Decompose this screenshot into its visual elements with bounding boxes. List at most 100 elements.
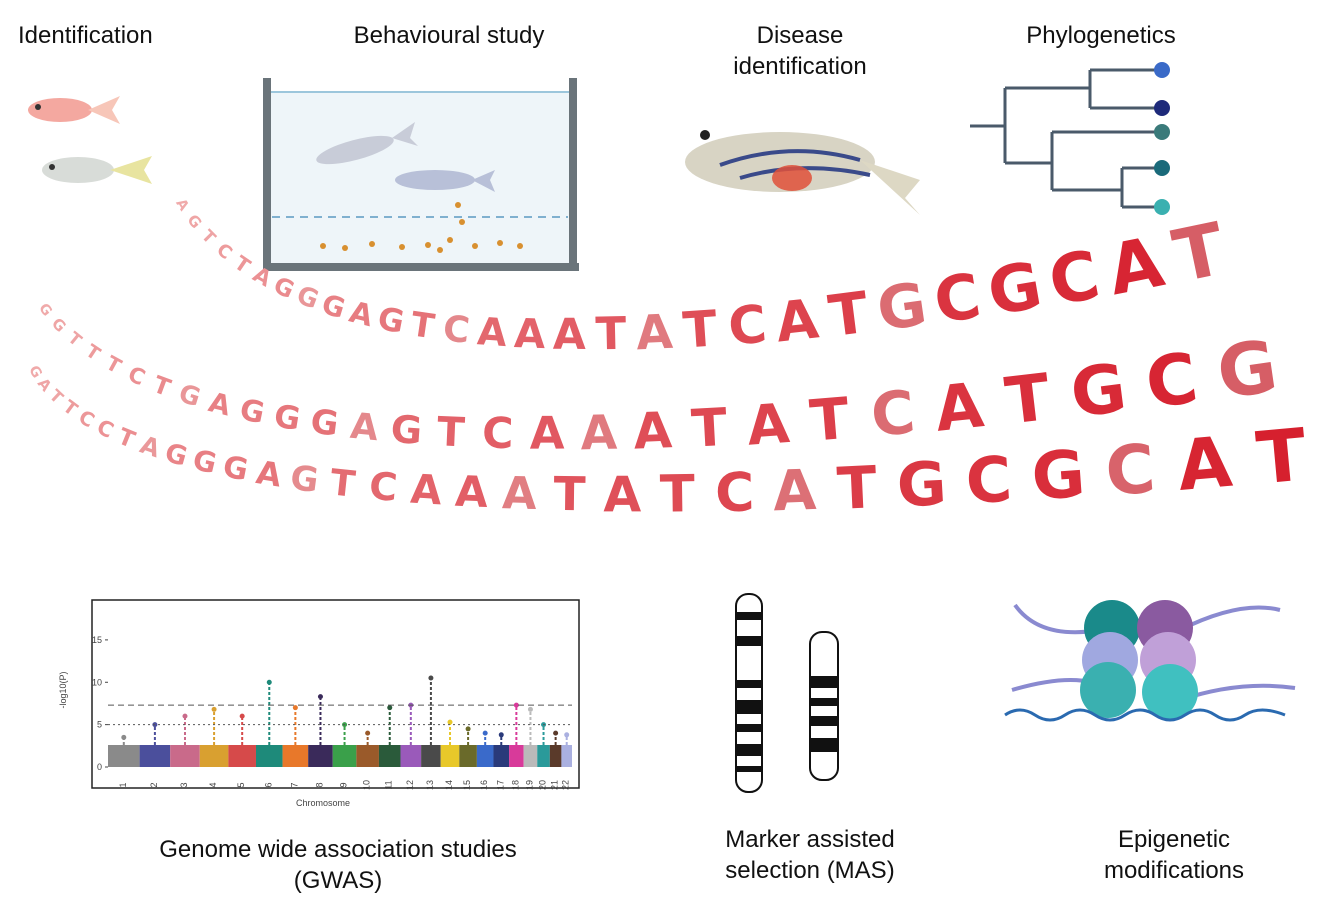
- peak-point: [553, 730, 559, 736]
- label: selection (MAS): [725, 857, 894, 884]
- label: Marker assisted: [725, 826, 894, 853]
- chromosome-block: [537, 745, 550, 767]
- dna-letter: A: [633, 401, 674, 460]
- dna-letter: T: [1253, 412, 1310, 500]
- dna-letter: A: [1102, 223, 1170, 312]
- dna-letter: A: [346, 295, 376, 334]
- dna-letter: T: [114, 424, 139, 454]
- chromosome-block: [228, 745, 256, 767]
- y-tick-label: 15: [92, 635, 102, 645]
- x-tick-label: 10: [362, 780, 372, 790]
- chromosome-block: [378, 745, 401, 767]
- chromosome-block: [400, 745, 422, 767]
- x-tick-label: 5: [236, 782, 246, 787]
- x-tick-label: 7: [289, 782, 299, 787]
- fish-icons: [28, 96, 152, 184]
- dna-letter: C: [441, 308, 472, 352]
- dna-letter: G: [293, 280, 323, 315]
- dna-letter: T: [198, 226, 220, 248]
- dna-letter: A: [409, 466, 443, 515]
- dna-letter: T: [681, 299, 719, 359]
- dna-letter: A: [530, 407, 565, 460]
- dna-letter: C: [124, 362, 149, 391]
- chromosome-block: [170, 745, 200, 767]
- dna-letter: G: [1212, 324, 1283, 416]
- disease-fish-icon: [685, 130, 920, 215]
- peak-point: [266, 679, 272, 685]
- x-tick-label: 21: [550, 780, 560, 790]
- dna-letter: T: [150, 370, 175, 402]
- x-tick-label: 9: [339, 782, 349, 787]
- dna-letter: A: [580, 406, 618, 462]
- dna-letter: T: [1166, 206, 1231, 298]
- dna-letter: A: [745, 391, 791, 458]
- dna-letter: G: [895, 449, 948, 522]
- x-tick-label: 20: [538, 780, 548, 790]
- dna-letter: G: [237, 392, 268, 430]
- peak-point: [428, 675, 434, 681]
- dna-letter: A: [205, 387, 234, 422]
- label: Disease: [757, 22, 844, 49]
- dna-letter: G: [48, 314, 70, 335]
- dna-letter: G: [308, 402, 340, 444]
- dna-letter: C: [714, 460, 755, 524]
- dna-letter: G: [1066, 349, 1130, 433]
- chromosome-icons: [735, 593, 839, 793]
- dna-letter: A: [773, 286, 822, 354]
- peak-point: [447, 719, 453, 725]
- dna-letter: A: [501, 467, 537, 520]
- dna-letter: T: [102, 351, 125, 378]
- label: modifications: [1104, 857, 1244, 884]
- x-tick-label: 11: [384, 780, 394, 789]
- chromosome-block: [108, 745, 140, 767]
- dna-letter: G: [288, 458, 321, 501]
- chromosome-block: [509, 745, 524, 767]
- label: identification: [733, 53, 866, 80]
- dna-letter: C: [964, 443, 1014, 519]
- x-tick-label: 6: [263, 782, 273, 787]
- label: Identification: [18, 22, 153, 49]
- dna-letter: G: [271, 398, 302, 438]
- label: Behavioural study: [354, 22, 545, 49]
- dna-letter: C: [726, 295, 769, 358]
- chromosome-block: [549, 745, 562, 767]
- chromosome-block: [561, 745, 572, 767]
- dna-letter: G: [318, 289, 349, 325]
- y-tick-label: 0: [97, 762, 102, 772]
- nucleosome-icon: [1004, 600, 1296, 722]
- dna-letter: C: [482, 408, 514, 459]
- dna-letter: G: [1029, 437, 1087, 516]
- x-tick-label: 17: [495, 780, 505, 790]
- x-axis-label: Chromosome: [296, 798, 350, 808]
- chromosome-block: [308, 745, 333, 767]
- peak-point: [564, 732, 570, 738]
- y-tick-label: 10: [92, 677, 102, 687]
- peak-point: [365, 730, 371, 736]
- dna-letter: T: [408, 304, 436, 346]
- x-tick-label: 19: [524, 780, 534, 790]
- x-tick-label: 15: [462, 780, 472, 790]
- dna-letter: C: [212, 239, 236, 264]
- dna-letter: A: [476, 309, 509, 355]
- dna-letter: T: [690, 398, 729, 460]
- dna-letter: A: [932, 369, 987, 446]
- label: Phylogenetics: [1026, 22, 1175, 49]
- dna-letter: T: [659, 465, 695, 524]
- chromosome-block: [356, 745, 379, 767]
- x-tick-label: 1: [118, 782, 128, 787]
- dna-letter: C: [929, 260, 985, 338]
- dna-letter: G: [389, 407, 423, 453]
- x-tick-label: 22: [561, 780, 571, 790]
- chromosome-block: [199, 745, 229, 767]
- chromosome-block: [421, 745, 441, 767]
- dna-letter: G: [873, 269, 931, 344]
- dna-letter: A: [137, 430, 164, 464]
- peak-point: [121, 734, 127, 740]
- dna-letter: G: [983, 248, 1048, 331]
- x-tick-label: 18: [510, 780, 520, 790]
- dna-letter: T: [807, 386, 851, 455]
- dna-letter: A: [603, 466, 641, 523]
- peak-point: [239, 713, 245, 719]
- dna-letter: T: [825, 280, 872, 350]
